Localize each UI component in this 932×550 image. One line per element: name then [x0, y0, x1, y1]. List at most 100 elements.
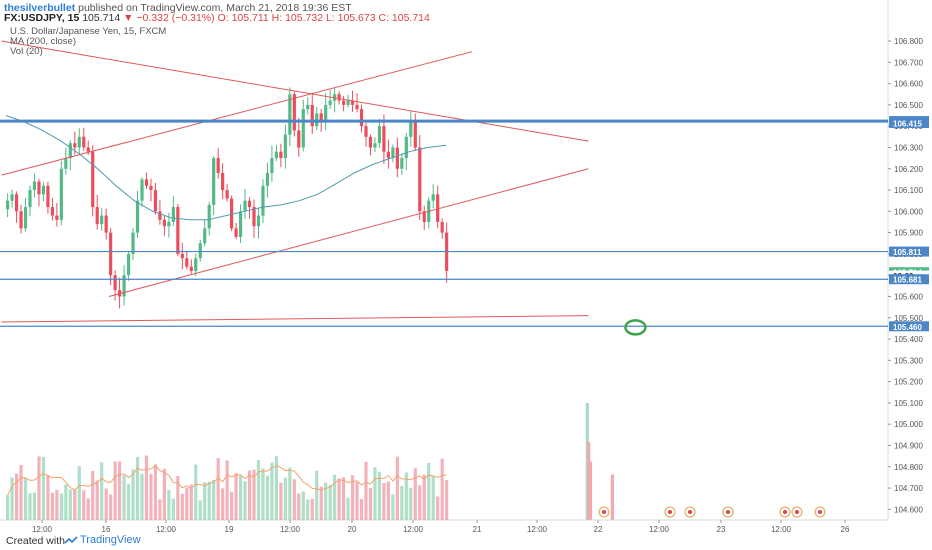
event-flag-icon [722, 506, 734, 518]
x-tick-label: 22 [594, 525, 603, 534]
candle [109, 227, 113, 286]
candle-body [355, 104, 359, 110]
economic-events [598, 506, 826, 518]
candle-body [212, 158, 216, 205]
tradingview-brand[interactable]: TradingView [80, 534, 141, 546]
volume-bar [310, 498, 314, 520]
volume-bar [167, 490, 171, 520]
volume-bar [198, 500, 202, 520]
candle-body [10, 194, 14, 201]
candle-body [14, 194, 19, 212]
candle-body [292, 94, 296, 131]
author-name[interactable]: thesilverbullet [4, 2, 76, 14]
volume-bar [113, 461, 117, 520]
candle [140, 177, 144, 207]
candle [189, 259, 193, 274]
candle-body [306, 104, 310, 110]
candle-body [176, 207, 180, 254]
volume-bar [422, 474, 426, 520]
candle [297, 117, 301, 157]
candle [377, 118, 382, 148]
event-flag-dot [783, 510, 787, 514]
candle [292, 91, 296, 137]
candle-body [373, 143, 377, 148]
candle-body [301, 109, 305, 148]
candle-body [364, 126, 368, 137]
price-label-bg [889, 321, 929, 332]
volume-bar [382, 483, 386, 520]
candle [288, 87, 292, 147]
candle [28, 185, 32, 217]
candle [265, 162, 270, 198]
candle [212, 155, 216, 216]
candle-body [153, 190, 158, 212]
y-tick-label: 105.900 [894, 229, 923, 238]
candle-body [261, 185, 265, 216]
volume-bar [23, 477, 28, 520]
candle-body [19, 211, 23, 229]
volume-bars [6, 403, 614, 520]
x-tick-label: 23 [717, 525, 726, 534]
footer: Created with TradingView [0, 533, 932, 550]
volume-bar [14, 473, 19, 520]
tradingview-logo-icon [64, 536, 78, 544]
volume-bar [73, 489, 77, 520]
candle-body [41, 185, 46, 195]
candle [225, 184, 229, 202]
legend-vol[interactable]: Vol (20) [10, 46, 43, 57]
candle [50, 197, 54, 221]
candle [252, 199, 256, 239]
candle [310, 92, 314, 134]
price-label-level: 105.681 [889, 274, 929, 285]
volume-bar [395, 456, 399, 520]
candle [46, 181, 50, 214]
volume-ma-line [7, 464, 447, 496]
candle [342, 95, 346, 112]
legend-instrument[interactable]: U.S. Dollar/Japanese Yen, 15, FXCM [10, 26, 167, 37]
trendline-rising-channel-top [1, 51, 473, 176]
volume-bar [404, 472, 408, 520]
candle-body [391, 147, 395, 159]
ma-200-path [5, 115, 447, 221]
volume-bar [82, 490, 86, 520]
candle [436, 185, 440, 229]
candle [234, 222, 238, 240]
y-tick-label: 106.600 [894, 80, 923, 89]
candle [368, 134, 373, 156]
candle [216, 148, 220, 179]
candle [373, 137, 377, 153]
y-tick-label: 105.100 [894, 399, 923, 408]
candle [153, 182, 158, 215]
price-label-level: 106.415 [889, 117, 929, 128]
candle-body [221, 173, 225, 191]
x-tick-label: 21 [473, 525, 482, 534]
volume-bar [126, 484, 131, 520]
candle [238, 204, 243, 244]
candle [247, 197, 252, 219]
candle-body [274, 151, 278, 159]
price-axis: 106.800106.700106.600106.500106.400106.3… [888, 37, 929, 514]
candle-body [386, 151, 390, 159]
candle-body [167, 221, 171, 227]
y-tick-label: 104.800 [894, 463, 923, 472]
volume-bar [247, 470, 252, 520]
candle [10, 189, 14, 208]
event-flag-dot [795, 510, 799, 514]
volume-bar [588, 461, 593, 520]
volume-bar [328, 484, 332, 520]
candle-body [28, 190, 32, 208]
candle-body [91, 151, 95, 208]
candle [100, 208, 104, 231]
volume-bar [32, 492, 37, 520]
volume-bar [221, 488, 225, 520]
symbol[interactable]: FX:USDJPY, 15 [4, 12, 80, 24]
publish-text: published on TradingView.com, March 21, … [78, 2, 352, 14]
volume-bar [95, 480, 99, 520]
candle-body [95, 207, 99, 225]
legend-ma[interactable]: MA (200, close) [10, 36, 76, 47]
volume-bar [77, 465, 81, 520]
volume-bar [50, 492, 54, 520]
volume-bar [6, 495, 10, 520]
y-tick-label: 105.600 [894, 292, 923, 301]
